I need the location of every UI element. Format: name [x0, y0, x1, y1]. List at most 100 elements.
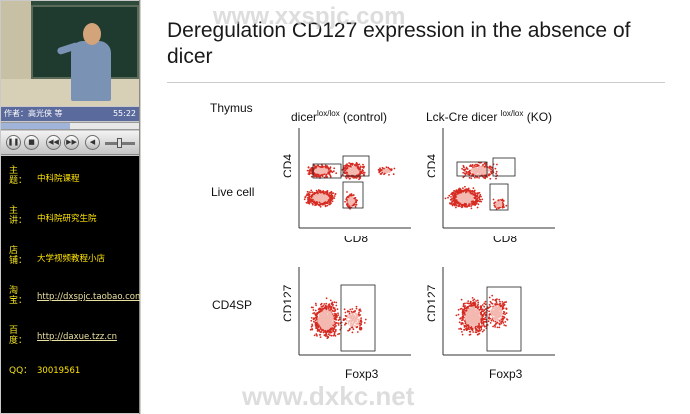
plot-dot: [347, 169, 350, 172]
plot-dot: [330, 190, 333, 193]
plot-dot: [328, 193, 330, 196]
plot-dot: [351, 164, 354, 166]
plot-dot: [345, 177, 348, 180]
plot-gate: [492, 157, 516, 177]
plot-dot: [323, 192, 325, 195]
plot-dot: [320, 174, 323, 176]
plot-dot: [354, 325, 356, 327]
plot-dot: [324, 197, 327, 200]
pause-button[interactable]: ❚❚: [6, 135, 21, 150]
plot-dot: [478, 200, 481, 203]
plot-dot: [337, 312, 339, 315]
plot-dot: [463, 202, 466, 205]
plot-dot: [461, 189, 463, 192]
plot-dot: [347, 195, 350, 198]
plot-dot: [359, 314, 362, 316]
plot-dot: [322, 167, 325, 170]
plot-dot: [344, 167, 347, 170]
plot-dot: [497, 304, 500, 307]
plot-dot: [352, 313, 355, 316]
plot-dot: [501, 303, 504, 305]
plot-dot: [502, 322, 505, 324]
plot-dot: [457, 313, 460, 316]
plot-dot: [484, 176, 487, 179]
plot-dot: [476, 319, 478, 322]
plot-dot: [309, 198, 311, 200]
plot-dot: [465, 320, 468, 322]
plot-dot: [318, 197, 321, 200]
stop-button[interactable]: ■: [24, 135, 39, 150]
plot-dot: [487, 320, 490, 323]
plot-dot: [318, 307, 321, 310]
plot-dot: [323, 316, 325, 319]
promo-link[interactable]: http://daxue.tzz.cn: [37, 332, 118, 342]
plot-dot: [464, 198, 466, 201]
plot-dot: [335, 316, 338, 319]
plot-dot: [307, 202, 310, 204]
plot-dot: [482, 163, 484, 166]
plot-dot: [359, 165, 362, 168]
plot-dot: [329, 198, 332, 201]
plot-dot: [316, 327, 319, 330]
plot-dot: [455, 314, 458, 317]
plot-dot: [451, 203, 454, 205]
plot-dot: [323, 198, 325, 201]
plot-dot: [489, 165, 491, 168]
plot-dot: [353, 197, 356, 200]
plot-dot: [477, 303, 479, 306]
plot-dot: [464, 325, 467, 327]
plot-dot: [325, 333, 328, 336]
plot-dot: [356, 331, 359, 333]
plot-dot: [460, 328, 463, 331]
plot-dot: [465, 199, 468, 202]
plot-dot: [310, 175, 313, 178]
plot-dot: [467, 308, 470, 311]
plot-dot: [477, 169, 480, 172]
plot-dot: [317, 192, 319, 195]
plot-dot: [479, 311, 482, 314]
plot-dot: [325, 302, 328, 305]
plot-dot: [311, 191, 314, 193]
plot-dot: [481, 198, 484, 201]
plot-dot: [476, 333, 479, 336]
lecture-video-frame[interactable]: [1, 1, 139, 106]
plot-dot: [330, 316, 333, 319]
volume-icon[interactable]: ◀: [85, 135, 100, 150]
plot-dot: [355, 164, 358, 167]
plot-dot: [333, 331, 336, 334]
plot-dot: [475, 173, 477, 176]
promo-link[interactable]: http://dxspjc.taobao.com: [37, 292, 144, 302]
plot-dot: [343, 168, 345, 171]
row-label-cd4sp: CD4SP: [212, 298, 253, 312]
plot-dot: [478, 177, 480, 179]
plot-dot: [335, 325, 337, 327]
plot-dot: [319, 314, 321, 317]
plot-dot: [460, 298, 463, 301]
plot-dot: [328, 312, 331, 315]
plot-dot: [448, 194, 451, 197]
seek-bar[interactable]: [1, 122, 139, 130]
plot-dot: [503, 304, 505, 307]
plot-dot: [466, 317, 469, 320]
plot-dot: [320, 312, 323, 315]
plot-dot: [316, 335, 318, 337]
plot-dot: [465, 316, 468, 318]
plot-dot: [356, 316, 359, 319]
plot-dot: [490, 302, 493, 304]
plot-dot: [477, 317, 479, 320]
next-button[interactable]: ▶▶: [64, 135, 79, 150]
plot-dot: [464, 185, 466, 188]
plot-dot: [500, 322, 503, 325]
plot-dot: [452, 192, 455, 195]
plot-dot: [463, 312, 466, 314]
plot-dot: [334, 193, 337, 195]
plot-dot: [320, 172, 322, 175]
watermark-top: www.xxspjc.com: [213, 3, 406, 30]
previous-button[interactable]: ◀◀: [46, 135, 61, 150]
plot-dot: [462, 319, 464, 321]
plot-dot: [359, 177, 361, 180]
plot-dot: [460, 322, 463, 325]
plot-dot: [476, 325, 479, 328]
plot-dot: [462, 302, 465, 305]
volume-slider-handle[interactable]: [117, 138, 122, 148]
